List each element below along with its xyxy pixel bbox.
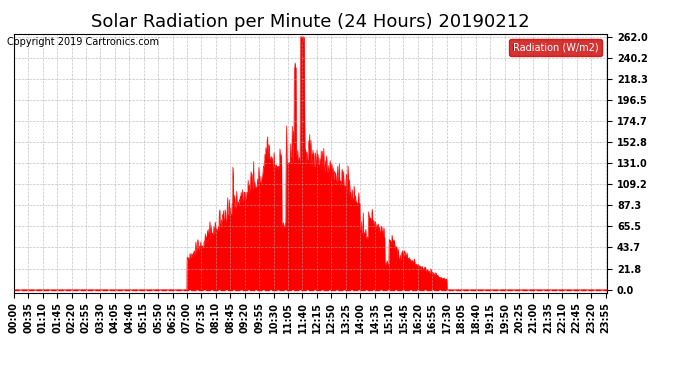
Text: Copyright 2019 Cartronics.com: Copyright 2019 Cartronics.com <box>7 37 159 47</box>
Title: Solar Radiation per Minute (24 Hours) 20190212: Solar Radiation per Minute (24 Hours) 20… <box>91 13 530 31</box>
Legend: Radiation (W/m2): Radiation (W/m2) <box>509 39 602 56</box>
